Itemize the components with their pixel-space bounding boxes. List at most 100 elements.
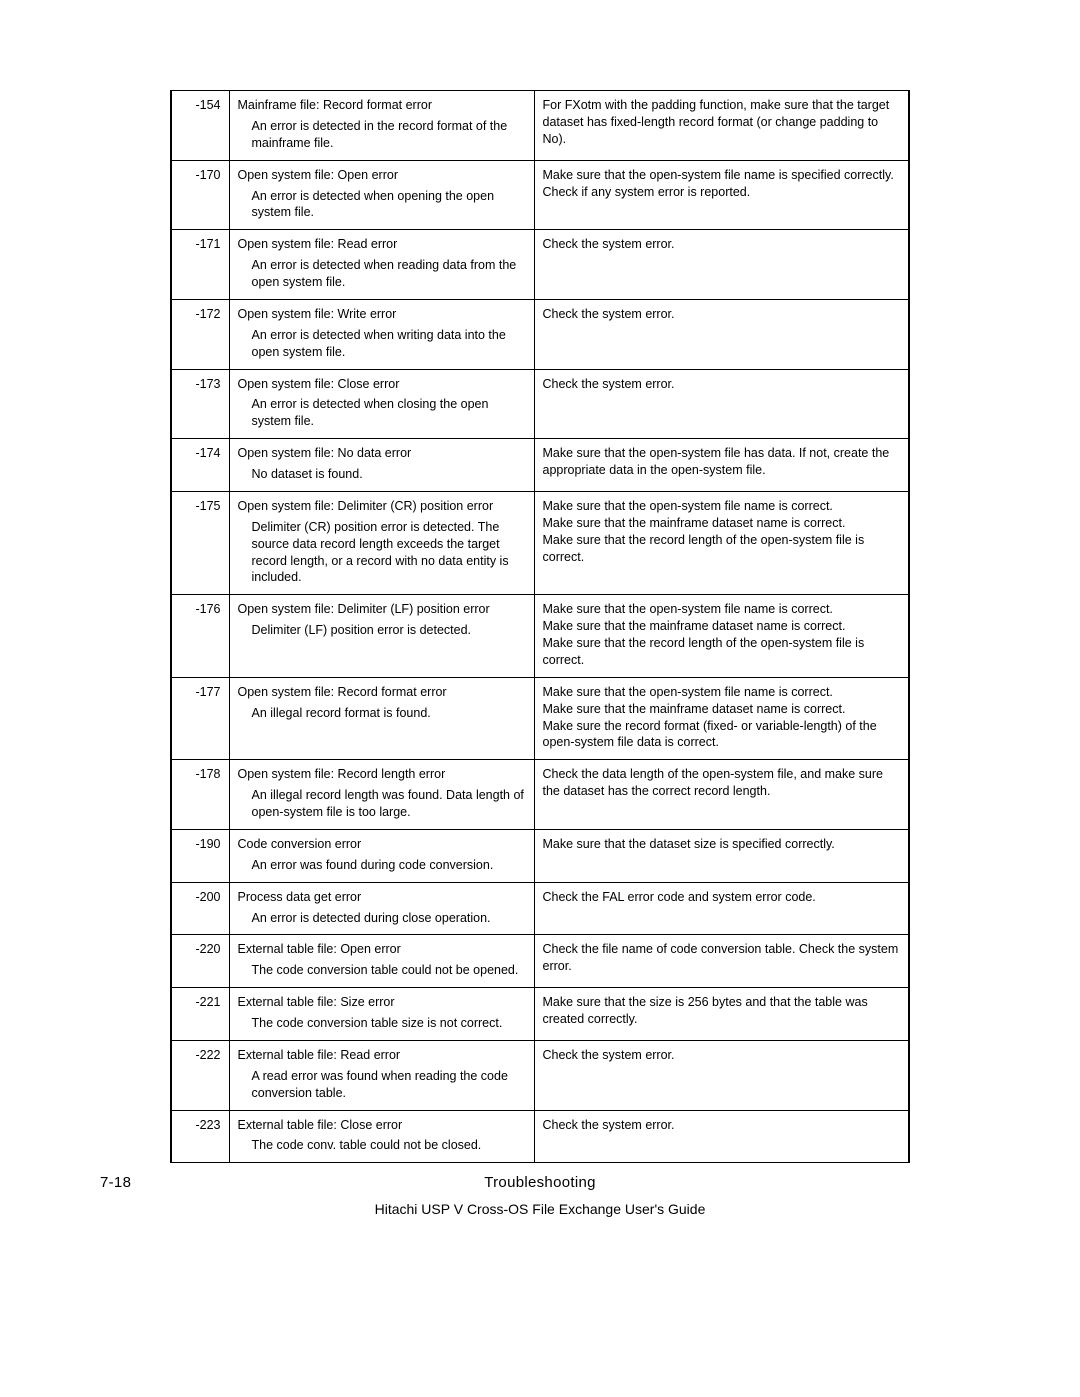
error-title: Open system file: Read error <box>238 236 526 253</box>
error-title: Process data get error <box>238 889 526 906</box>
error-detail: An error is detected when closing the op… <box>238 396 526 430</box>
error-detail: No dataset is found. <box>238 466 526 483</box>
table-row: -221 External table file: Size error The c… <box>171 988 909 1041</box>
error-description: Open system file: Open error An error is … <box>229 160 534 230</box>
error-code: -154 <box>171 91 229 161</box>
error-code: -223 <box>171 1110 229 1163</box>
table-row: -223 External table file: Close error The … <box>171 1110 909 1163</box>
corrective-action: Check the system error. <box>534 1040 909 1110</box>
table-row: -177Open system file: Record format erro… <box>171 677 909 760</box>
error-description: Process data get error An error is detect… <box>229 882 534 935</box>
error-detail: An error is detected when reading data f… <box>238 257 526 291</box>
corrective-action: Make sure that the open-system file has … <box>534 439 909 492</box>
corrective-action: Make sure that the size is 256 bytes and… <box>534 988 909 1041</box>
error-code: -222 <box>171 1040 229 1110</box>
error-detail: An illegal record format is found. <box>238 705 526 722</box>
error-detail: An error is detected during close operat… <box>238 910 526 927</box>
error-code: -190 <box>171 829 229 882</box>
error-detail: An error is detected when opening the op… <box>238 188 526 222</box>
error-title: External table file: Close error <box>238 1117 526 1134</box>
error-description: External table file: Size error The code … <box>229 988 534 1041</box>
table-row: -176 Open system file: Delimiter (LF) pos… <box>171 595 909 678</box>
table-row: -154 Mainframe file: Record format error A… <box>171 91 909 161</box>
table-row: -220External table file: Open errorThe c… <box>171 935 909 988</box>
error-title: Open system file: Delimiter (LF) positio… <box>238 601 526 618</box>
corrective-action: Make sure that the open-system file name… <box>534 595 909 678</box>
table-row: -172 Open system file: Write error An erro… <box>171 299 909 369</box>
error-description: Open system file: No data error No datase… <box>229 439 534 492</box>
corrective-action: Check the system error. <box>534 230 909 300</box>
corrective-action: Check the FAL error code and system erro… <box>534 882 909 935</box>
table-row: -175 Open system file: Delimiter (CR) pos… <box>171 491 909 594</box>
error-code: -200 <box>171 882 229 935</box>
error-title: Open system file: Open error <box>238 167 526 184</box>
error-code: -221 <box>171 988 229 1041</box>
error-title: Open system file: Delimiter (CR) positio… <box>238 498 526 515</box>
error-detail: An error is detected in the record forma… <box>238 118 526 152</box>
table-row: -190 Code conversion error An error was fo… <box>171 829 909 882</box>
error-description: External table file: Close error The code… <box>229 1110 534 1163</box>
error-code: -175 <box>171 491 229 594</box>
error-title: Code conversion error <box>238 836 526 853</box>
corrective-action: Make sure that the dataset size is speci… <box>534 829 909 882</box>
corrective-action: Check the data length of the open-system… <box>534 760 909 830</box>
error-detail: Delimiter (LF) position error is detecte… <box>238 622 526 639</box>
table-row: -171 Open system file: Read error An error… <box>171 230 909 300</box>
error-title: Mainframe file: Record format error <box>238 97 526 114</box>
error-code: -170 <box>171 160 229 230</box>
error-code: -174 <box>171 439 229 492</box>
error-title: Open system file: No data error <box>238 445 526 462</box>
error-title: External table file: Read error <box>238 1047 526 1064</box>
error-description: Open system file: Read error An error is … <box>229 230 534 300</box>
section-title: Troubleshooting <box>484 1174 596 1191</box>
corrective-action: Make sure that the open-system file name… <box>534 677 909 760</box>
corrective-action: Check the system error. <box>534 369 909 439</box>
error-code: -178 <box>171 760 229 830</box>
error-detail: An error was found during code conversio… <box>238 857 526 874</box>
error-description: Open system file: Delimiter (LF) positio… <box>229 595 534 678</box>
error-code: -176 <box>171 595 229 678</box>
table-row: -222 External table file: Read error A rea… <box>171 1040 909 1110</box>
table-row: -178Open system file: Record length erro… <box>171 760 909 830</box>
error-detail: The code conv. table could not be closed… <box>238 1137 526 1154</box>
error-title: Open system file: Close error <box>238 376 526 393</box>
table-row: -173Open system file: Close errorAn erro… <box>171 369 909 439</box>
error-title: External table file: Size error <box>238 994 526 1011</box>
error-code: -171 <box>171 230 229 300</box>
error-detail: An illegal record length was found. Data… <box>238 787 526 821</box>
error-code-table: -154 Mainframe file: Record format error A… <box>170 90 910 1163</box>
document-page: -154 Mainframe file: Record format error A… <box>0 0 1080 1397</box>
error-detail: Delimiter (CR) position error is detecte… <box>238 519 526 587</box>
error-detail: The code conversion table could not be o… <box>238 962 526 979</box>
error-title: Open system file: Write error <box>238 306 526 323</box>
corrective-action: Make sure that the open-system file name… <box>534 160 909 230</box>
error-code: -172 <box>171 299 229 369</box>
error-description: Code conversion error An error was found … <box>229 829 534 882</box>
page-footer: 7-18 Troubleshooting Hitachi USP V Cross… <box>0 1174 1080 1217</box>
guide-title: Hitachi USP V Cross-OS File Exchange Use… <box>0 1201 1080 1217</box>
corrective-action: Make sure that the open-system file name… <box>534 491 909 594</box>
error-description: Open system file: Record length error An … <box>229 760 534 830</box>
corrective-action: Check the system error. <box>534 1110 909 1163</box>
corrective-action: Check the file name of code conversion t… <box>534 935 909 988</box>
page-number: 7-18 <box>100 1174 131 1191</box>
error-code: -177 <box>171 677 229 760</box>
error-description: Open system file: Record format error An … <box>229 677 534 760</box>
error-code: -220 <box>171 935 229 988</box>
corrective-action: For FXotm with the padding function, mak… <box>534 91 909 161</box>
error-description: Open system file: Write error An error is… <box>229 299 534 369</box>
error-detail: An error is detected when writing data i… <box>238 327 526 361</box>
table-row: -170 Open system file: Open error An error… <box>171 160 909 230</box>
error-title: Open system file: Record format error <box>238 684 526 701</box>
error-description: External table file: Open errorThe code … <box>229 935 534 988</box>
error-detail: A read error was found when reading the … <box>238 1068 526 1102</box>
error-description: External table file: Read error A read er… <box>229 1040 534 1110</box>
error-title: Open system file: Record length error <box>238 766 526 783</box>
error-detail: The code conversion table size is not co… <box>238 1015 526 1032</box>
error-description: Mainframe file: Record format error An er… <box>229 91 534 161</box>
error-description: Open system file: Close error An error is… <box>229 369 534 439</box>
error-description: Open system file: Delimiter (CR) positio… <box>229 491 534 594</box>
corrective-action: Check the system error. <box>534 299 909 369</box>
table-row: -200 Process data get error An error is de… <box>171 882 909 935</box>
table-row: -174 Open system file: No data error No da… <box>171 439 909 492</box>
